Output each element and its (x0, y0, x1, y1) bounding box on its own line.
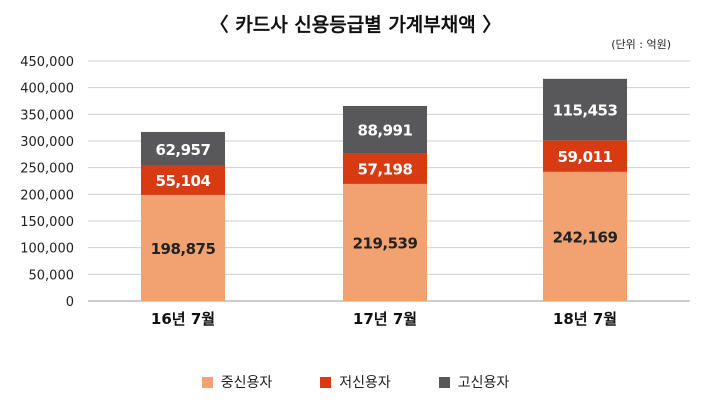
x-tick-label: 18년 7월 (553, 310, 617, 328)
legend-swatch (201, 376, 213, 388)
y-tick-label: 350,000 (20, 108, 74, 123)
x-tick-label: 16년 7월 (151, 310, 215, 328)
legend-label: 중신용자 (220, 375, 273, 391)
y-tick-label: 250,000 (20, 162, 74, 177)
chart-title: 〈 카드사 신용등급별 가계부채액 〉 (209, 14, 502, 36)
data-label: 219,539 (353, 234, 418, 252)
y-tick-label: 400,000 (20, 82, 74, 97)
legend-swatch (438, 376, 450, 388)
data-label: 62,957 (156, 141, 211, 159)
legend-item: 중신용자 (201, 372, 273, 392)
legend: 중신용자 저신용자 고신용자 (0, 372, 711, 392)
y-tick-label: 300,000 (20, 135, 74, 150)
data-label: 88,991 (358, 122, 413, 140)
data-label: 242,169 (553, 228, 618, 246)
y-tick-label: 100,000 (20, 242, 74, 257)
y-tick-label: 50,000 (29, 268, 75, 283)
data-label: 198,875 (151, 240, 216, 258)
y-tick-label: 0 (66, 295, 74, 310)
bar-segment (343, 153, 427, 184)
bar-segment (543, 78, 627, 141)
bar-segment (343, 183, 427, 301)
x-tick-label: 17년 7월 (353, 310, 417, 328)
data-label: 57,198 (358, 161, 413, 179)
legend-label: 고신용자 (457, 375, 510, 391)
unit-label: (단위 : 억원) (611, 38, 671, 51)
y-tick-label: 450,000 (20, 55, 74, 70)
bar-segment (141, 131, 225, 166)
data-label: 59,011 (558, 148, 613, 166)
legend-label: 저신용자 (339, 375, 391, 391)
legend-item: 고신용자 (438, 372, 510, 392)
legend-item: 저신용자 (320, 372, 391, 392)
bar-segment (543, 171, 627, 301)
data-label: 115,453 (553, 102, 618, 120)
data-label: 55,104 (156, 172, 211, 190)
bar-segment (141, 194, 225, 301)
y-tick-label: 200,000 (20, 188, 74, 203)
bar-segment (141, 165, 225, 195)
bar-segment (343, 105, 427, 154)
legend-swatch (320, 376, 332, 388)
y-tick-label: 150,000 (20, 215, 74, 230)
bar-segment (543, 140, 627, 172)
